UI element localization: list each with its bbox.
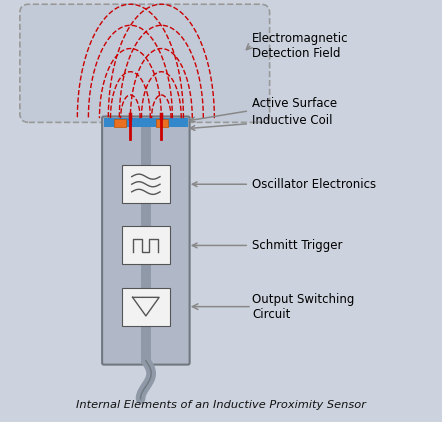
- Text: Electromagnetic
Detection Field: Electromagnetic Detection Field: [252, 32, 348, 60]
- FancyBboxPatch shape: [20, 4, 270, 122]
- Bar: [122, 165, 170, 203]
- Text: Schmitt Trigger: Schmitt Trigger: [192, 239, 343, 252]
- Bar: [104, 118, 188, 127]
- Text: Oscillator Electronics: Oscillator Electronics: [192, 178, 376, 191]
- Text: Active Surface: Active Surface: [190, 97, 337, 122]
- Text: Inductive Coil: Inductive Coil: [190, 114, 332, 130]
- Bar: [156, 119, 168, 127]
- Text: Output Switching
Circuit: Output Switching Circuit: [252, 292, 354, 321]
- Bar: [122, 227, 170, 265]
- Bar: [122, 288, 170, 326]
- Bar: [114, 119, 126, 127]
- Text: Internal Elements of an Inductive Proximity Sensor: Internal Elements of an Inductive Proxim…: [76, 400, 366, 410]
- FancyBboxPatch shape: [102, 116, 190, 365]
- Bar: [141, 118, 151, 363]
